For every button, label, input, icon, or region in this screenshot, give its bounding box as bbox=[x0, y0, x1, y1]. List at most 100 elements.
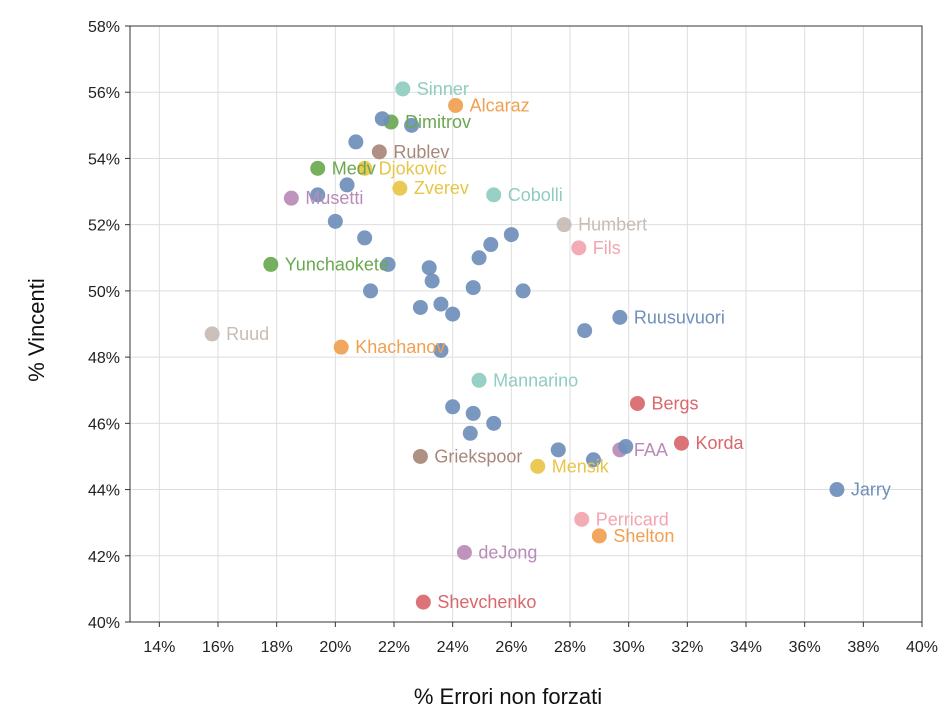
data-label: Perricard bbox=[596, 509, 669, 529]
data-point bbox=[486, 187, 502, 203]
data-point bbox=[412, 448, 428, 464]
y-tick-label: 56% bbox=[88, 85, 120, 102]
data-label: Cobolli bbox=[508, 185, 563, 205]
x-tick-label: 38% bbox=[847, 639, 879, 656]
data-point bbox=[550, 442, 566, 458]
data-point bbox=[424, 273, 440, 289]
data-point bbox=[612, 309, 628, 325]
data-label: Djokovic bbox=[379, 158, 447, 178]
data-point bbox=[673, 435, 689, 451]
data-label: Alcaraz bbox=[470, 95, 530, 115]
data-point bbox=[357, 230, 373, 246]
data-points bbox=[204, 81, 845, 610]
data-point bbox=[448, 97, 464, 113]
x-tick-label: 18% bbox=[261, 639, 293, 656]
data-point bbox=[577, 323, 593, 339]
data-point bbox=[445, 306, 461, 322]
data-point bbox=[339, 177, 355, 193]
y-tick-label: 40% bbox=[88, 615, 120, 632]
data-point bbox=[412, 299, 428, 315]
data-point bbox=[556, 217, 572, 233]
data-label: Shelton bbox=[613, 526, 674, 546]
data-point bbox=[483, 237, 499, 253]
data-label: Mannarino bbox=[493, 370, 578, 390]
data-point bbox=[456, 544, 472, 560]
data-label: Dimitrov bbox=[405, 112, 471, 132]
y-tick-label: 52% bbox=[88, 218, 120, 235]
data-point bbox=[310, 160, 326, 176]
data-point bbox=[829, 482, 845, 498]
data-label: Ruusuvuori bbox=[634, 307, 725, 327]
x-tick-label: 32% bbox=[671, 639, 703, 656]
y-tick-label: 54% bbox=[88, 151, 120, 168]
data-point bbox=[395, 81, 411, 97]
data-point bbox=[471, 250, 487, 266]
data-point bbox=[374, 111, 390, 127]
data-label: Griekspoor bbox=[434, 446, 522, 466]
data-point bbox=[465, 280, 481, 296]
data-label: Rublev bbox=[393, 142, 449, 162]
plot-frame bbox=[129, 25, 923, 623]
data-point bbox=[462, 425, 478, 441]
x-tick-label: 34% bbox=[730, 639, 762, 656]
data-label: Bergs bbox=[651, 393, 698, 413]
data-point bbox=[486, 415, 502, 431]
x-tick-label: 16% bbox=[202, 639, 234, 656]
data-label: Musetti bbox=[305, 188, 363, 208]
data-label: Medv bbox=[332, 158, 376, 178]
data-point bbox=[503, 227, 519, 243]
data-label: FAA bbox=[634, 440, 668, 460]
data-point bbox=[333, 339, 349, 355]
data-label: Shevchenko bbox=[437, 592, 536, 612]
x-tick-label: 20% bbox=[319, 639, 351, 656]
data-label: Fils bbox=[593, 238, 621, 258]
data-point bbox=[357, 160, 373, 176]
data-point bbox=[415, 594, 431, 610]
data-point bbox=[574, 511, 590, 527]
x-axis-ticks: 14% 16% 18% 20% 22% 24% 26% 28% 30% 32% 34% 36% 38% 4… bbox=[143, 622, 938, 656]
data-point bbox=[585, 452, 601, 468]
y-tick-label: 48% bbox=[88, 350, 120, 367]
data-point bbox=[465, 405, 481, 421]
data-label: Humbert bbox=[578, 215, 647, 235]
data-point bbox=[348, 134, 364, 150]
data-label: Korda bbox=[695, 433, 744, 453]
x-tick-label: 36% bbox=[789, 639, 821, 656]
data-label: Jarry bbox=[851, 480, 891, 500]
data-point bbox=[445, 399, 461, 415]
data-point bbox=[371, 144, 387, 160]
data-label: Mensik bbox=[552, 456, 610, 476]
y-tick-label: 42% bbox=[88, 549, 120, 566]
x-tick-label: 30% bbox=[613, 639, 645, 656]
x-tick-label: 40% bbox=[906, 639, 938, 656]
y-axis-title: % Vincenti bbox=[24, 278, 49, 382]
data-point bbox=[327, 213, 343, 229]
data-point bbox=[392, 180, 408, 196]
x-tick-label: 24% bbox=[437, 639, 469, 656]
data-point bbox=[433, 296, 449, 312]
data-point bbox=[571, 240, 587, 256]
x-tick-label: 26% bbox=[495, 639, 527, 656]
data-point bbox=[263, 256, 279, 272]
y-axis-ticks: 40% 42% 44% 46% 48% 50% 52% 54% 56% 58% bbox=[88, 19, 130, 632]
data-point bbox=[421, 260, 437, 276]
data-label: deJong bbox=[478, 542, 537, 562]
data-label: Yunchaokete bbox=[285, 254, 389, 274]
data-point bbox=[591, 528, 607, 544]
x-axis-title: % Errori non forzati bbox=[414, 684, 602, 709]
data-point bbox=[618, 439, 634, 455]
data-point bbox=[380, 256, 396, 272]
y-tick-label: 46% bbox=[88, 416, 120, 433]
x-tick-label: 28% bbox=[554, 639, 586, 656]
y-tick-label: 58% bbox=[88, 19, 120, 36]
x-tick-label: 14% bbox=[143, 639, 175, 656]
data-point bbox=[471, 372, 487, 388]
data-point bbox=[204, 326, 220, 342]
data-point bbox=[404, 117, 420, 133]
x-tick-label: 22% bbox=[378, 639, 410, 656]
y-tick-label: 50% bbox=[88, 284, 120, 301]
data-point bbox=[629, 395, 645, 411]
data-point bbox=[530, 458, 546, 474]
